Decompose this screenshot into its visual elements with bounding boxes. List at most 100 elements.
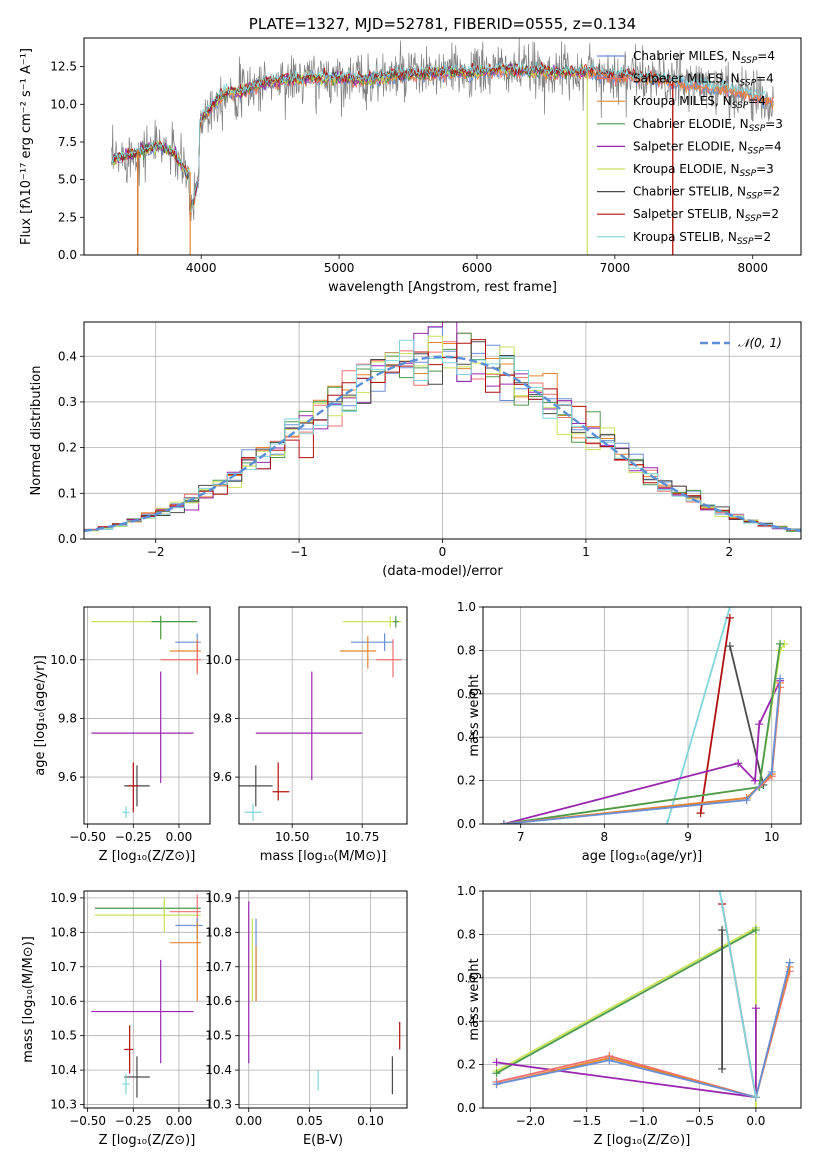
plot-area xyxy=(492,891,794,1108)
x-axis-label: Z [log₁₀(Z/Z⊙)] xyxy=(99,849,196,864)
weight-line-chabrier_miles xyxy=(503,678,781,824)
y-tick-label: 10.3 xyxy=(50,1098,77,1112)
weight-marker-chabrier_elodie xyxy=(776,639,785,648)
legend-entry: Salpeter STELIB, NSSP=2 xyxy=(633,207,779,224)
y-tick-label: 9.6 xyxy=(213,770,232,784)
y-tick-label: 10.9 xyxy=(205,891,232,905)
y-axis-label: mass [log₁₀(M/M⊙)] xyxy=(21,936,36,1063)
panel-z-age: −0.50 −0.25 0.00 9.6 9.8 10.0 Z [log₁₀(Z/Z⊙)] a… xyxy=(33,606,211,864)
y-tick-label: 10.4 xyxy=(50,1063,77,1077)
weight-line-kroupa_elodie xyxy=(496,926,757,1108)
weight-marker-chabrier_miles xyxy=(785,958,794,967)
weight-line-kroupa_stelib xyxy=(666,607,731,824)
y-tick-label: 0.3 xyxy=(58,395,77,409)
y-tick-label: 10.9 xyxy=(50,891,77,905)
x-tick-label: 10 xyxy=(764,830,779,844)
x-tick-label: 0.0 xyxy=(746,1114,765,1128)
model-spectrum-kroupa_miles xyxy=(111,63,774,216)
y-tick-label: 10.8 xyxy=(205,925,232,939)
weight-marker-kroupa_elodie xyxy=(751,1104,760,1108)
y-tick-label: 0.0 xyxy=(58,532,77,546)
weight-marker-kroupa_stelib xyxy=(725,607,734,611)
weight-marker-salpeter_stelib xyxy=(696,809,705,818)
histogram-kroupa_stelib xyxy=(84,339,801,531)
x-tick-label: 10.50 xyxy=(275,830,309,844)
y-tick-label: 9.6 xyxy=(58,770,77,784)
legend-entry: Chabrier MILES, NSSP=4 xyxy=(633,49,775,66)
y-tick-label: 0.4 xyxy=(457,1014,476,1028)
plot-area xyxy=(111,38,774,255)
y-tick-label: 0.6 xyxy=(457,687,476,701)
weight-line-kroupa_miles xyxy=(503,682,781,824)
plot-area xyxy=(248,901,401,1095)
x-tick-label: −1.5 xyxy=(572,1114,601,1128)
y-tick-label: 10.4 xyxy=(205,1063,232,1077)
weight-marker-salpeter_elodie xyxy=(751,1004,760,1013)
x-tick-label: 4000 xyxy=(186,261,217,275)
weight-marker-chabrier_miles xyxy=(605,1056,614,1065)
y-tick-label: 0.1 xyxy=(58,486,77,500)
plot-area xyxy=(91,894,203,1098)
y-tick-label: 0.0 xyxy=(457,1101,476,1115)
y-tick-label: 9.8 xyxy=(58,711,77,725)
y-tick-label: 10.0 xyxy=(205,653,232,667)
y-tick-label: 10.5 xyxy=(50,1029,77,1043)
y-tick-label: 10.0 xyxy=(50,97,77,111)
plot-area xyxy=(239,615,402,822)
x-axis-label: Z [log₁₀(Z/Z⊙)] xyxy=(99,1133,196,1148)
legend-entry: Salpeter MILES, NSSP=4 xyxy=(633,72,774,89)
y-tick-label: 10.8 xyxy=(50,925,77,939)
weight-marker-chabrier_miles xyxy=(492,1080,501,1089)
x-tick-label: 9 xyxy=(684,830,692,844)
axes-frame xyxy=(83,321,802,540)
x-axis-label: Z [log₁₀(Z/Z⊙)] xyxy=(594,1133,691,1148)
x-tick-label: 7 xyxy=(517,830,525,844)
x-tick-label: 0.05 xyxy=(296,1114,323,1128)
plot-area xyxy=(91,615,201,819)
plot-area xyxy=(84,322,801,533)
y-tick-label: 10.5 xyxy=(205,1029,232,1043)
y-tick-label: 10.0 xyxy=(50,653,77,667)
y-tick-label: 2.5 xyxy=(58,210,77,224)
panel-age-weight: 7 8 9 10 0.0 0.2 0.4 0.6 0.8 1.0 age [log₁₀(age/yr… xyxy=(457,600,802,864)
gaussian-curve xyxy=(84,355,801,533)
y-axis-label: mass weight xyxy=(467,674,482,756)
legend-entry: Kroupa MILES, NSSP=4 xyxy=(633,94,766,111)
x-tick-label: 1 xyxy=(582,545,590,559)
axes-frame xyxy=(238,890,408,1109)
x-tick-label: 0.00 xyxy=(235,1114,262,1128)
axes-frame xyxy=(482,890,802,1109)
legend-entry: Kroupa STELIB, NSSP=2 xyxy=(633,230,771,247)
panel-spectrum: 4000 5000 6000 7000 8000 0.0 2.5 5.0 7.5 10.0 12.5… xyxy=(19,15,802,295)
x-tick-label: −0.50 xyxy=(69,1114,106,1128)
legend: Chabrier MILES, NSSP=4 Salpeter MILES, NS… xyxy=(597,49,783,247)
panel-residuals: −2 −1 0 1 2 0.0 0.1 0.2 0.3 0.4 (data-model)/error… xyxy=(29,321,802,579)
y-tick-label: 0.4 xyxy=(58,349,77,363)
y-tick-label: 0.0 xyxy=(58,248,77,262)
x-tick-label: −0.50 xyxy=(69,830,106,844)
weight-marker-kroupa_stelib xyxy=(751,1093,760,1102)
x-tick-label: 0.00 xyxy=(166,1114,193,1128)
x-axis-label: (data-model)/error xyxy=(382,564,503,579)
x-tick-label: 0.00 xyxy=(166,830,193,844)
y-tick-label: 12.5 xyxy=(50,60,77,74)
axes-frame xyxy=(482,606,802,825)
weight-marker-chabrier_stelib xyxy=(718,926,727,935)
y-tick-label: 0.4 xyxy=(457,730,476,744)
weight-marker-chabrier_stelib xyxy=(718,1064,727,1073)
panel-ebv-mass: 0.00 0.05 0.10 10.3 10.4 10.5 10.6 10.7 10.8 10.9… xyxy=(205,890,408,1148)
y-axis-label: Flux [fλ10⁻¹⁷ erg cm⁻² s⁻¹ A⁻¹] xyxy=(19,48,34,245)
weight-line-chabrier_elodie xyxy=(496,929,757,1075)
weight-marker-salpeter_elodie xyxy=(734,759,743,768)
x-axis-label: age [log₁₀(age/yr)] xyxy=(582,849,703,864)
y-tick-label: 0.6 xyxy=(457,971,476,985)
weight-marker-chabrier_stelib xyxy=(725,642,734,651)
y-axis-label: mass weight xyxy=(467,958,482,1040)
legend-entry: Salpeter ELODIE, NSSP=4 xyxy=(633,139,782,156)
y-tick-label: 0.2 xyxy=(457,1058,476,1072)
x-tick-label: 2 xyxy=(725,545,733,559)
weight-marker-kroupa_stelib xyxy=(663,820,672,824)
legend-entry: Kroupa ELODIE, NSSP=3 xyxy=(633,162,774,179)
x-tick-label: 7000 xyxy=(600,261,631,275)
y-tick-label: 7.5 xyxy=(58,135,77,149)
